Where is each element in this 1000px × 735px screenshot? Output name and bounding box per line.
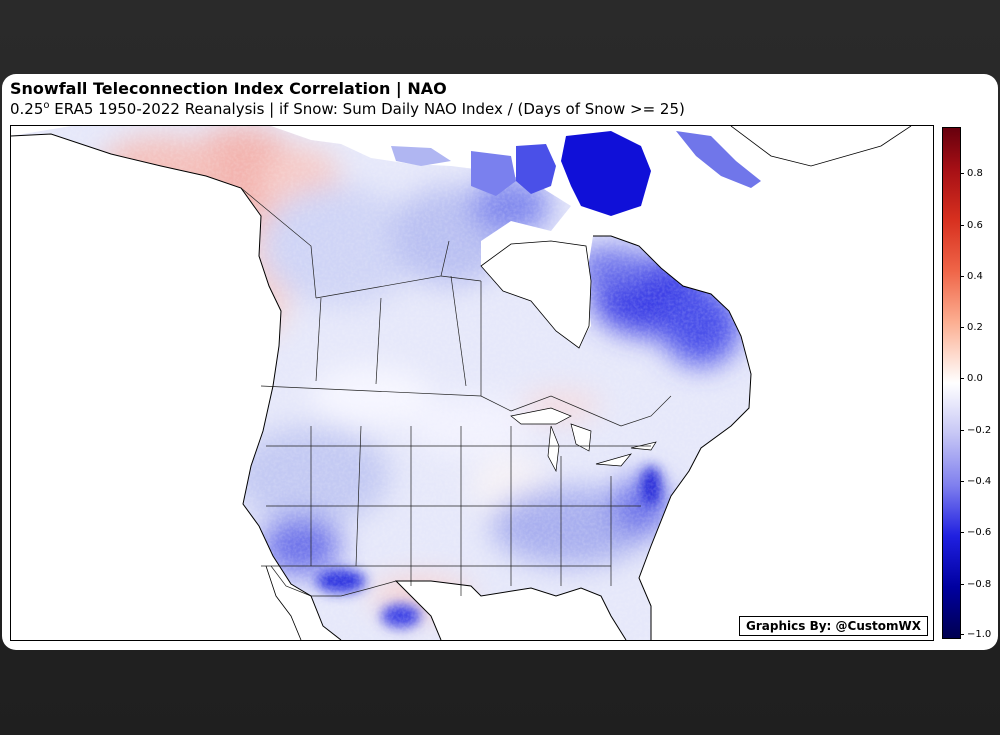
colorbar-tick: 0.0: [960, 373, 983, 384]
colorbar-tick: −0.8: [960, 579, 991, 590]
colorbar-tick: −0.4: [960, 476, 991, 487]
baja-coast: [265, 565, 302, 640]
colorbar-tick: −1.0: [960, 629, 991, 640]
greenland-coast: [730, 126, 912, 167]
colorbar-tick: 0.2: [960, 322, 983, 333]
map-svg: [11, 126, 912, 640]
subtitle-rest: ERA5 1950-2022 Reanalysis | if Snow: Sum…: [49, 100, 685, 118]
colorbar-tick: −0.2: [960, 425, 991, 436]
colorbar-tick: 0.4: [960, 271, 983, 282]
subtitle-prefix: 0.25: [10, 100, 44, 118]
credit-label: Graphics By: @CustomWX: [739, 616, 928, 636]
arctic-islands: [391, 131, 761, 216]
map-panel: Graphics By: @CustomWX: [10, 125, 934, 641]
figure-card: Snowfall Teleconnection Index Correlatio…: [2, 74, 998, 650]
coastline: [11, 133, 752, 640]
colorbar-tick: 0.6: [960, 220, 983, 231]
figure-subtitle: 0.25o ERA5 1950-2022 Reanalysis | if Sno…: [10, 100, 685, 118]
colorbar: [942, 127, 961, 639]
great-lakes: [510, 407, 657, 473]
correlation-field: [11, 126, 751, 640]
subtitle-degree: o: [43, 100, 50, 111]
figure-title: Snowfall Teleconnection Index Correlatio…: [10, 79, 447, 98]
colorbar-tick: 0.8: [960, 168, 983, 179]
colorbar-tick: −0.6: [960, 527, 991, 538]
boundaries: [240, 187, 672, 597]
hudson-bay: [480, 240, 592, 349]
